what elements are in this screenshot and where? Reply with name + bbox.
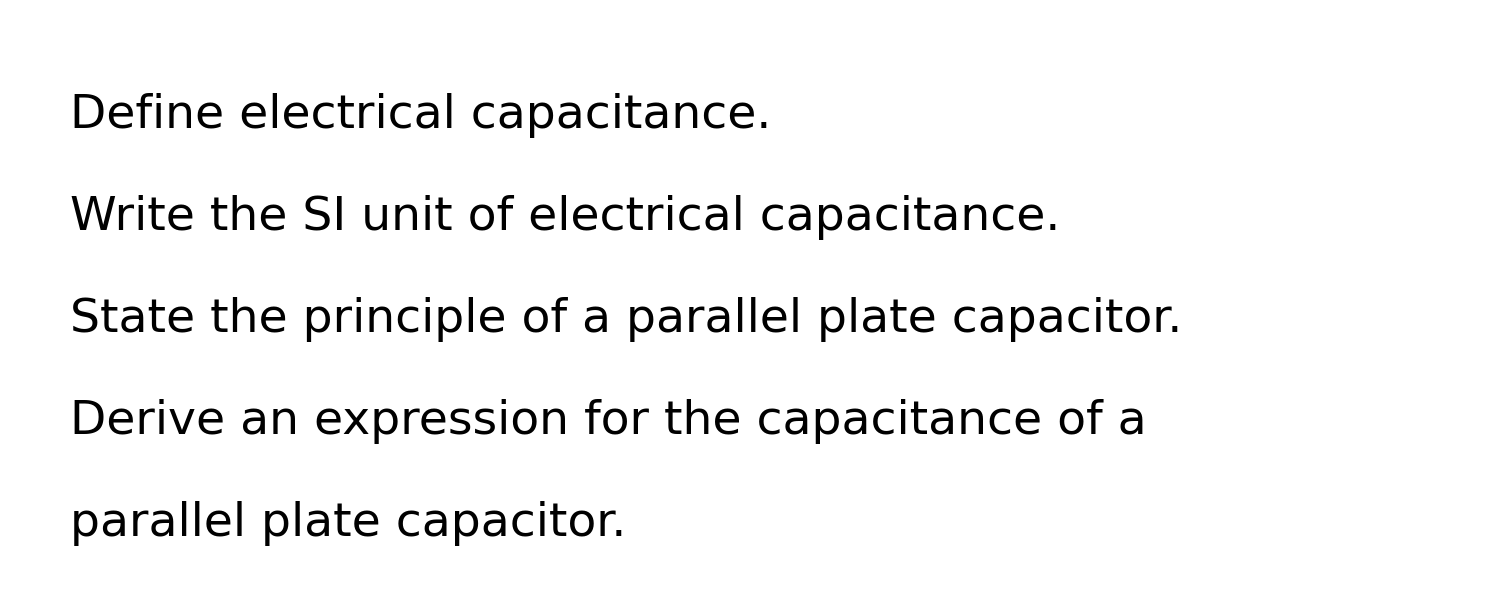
Text: Derive an expression for the capacitance of a: Derive an expression for the capacitance…: [70, 399, 1148, 444]
Text: Write the SI unit of electrical capacitance.: Write the SI unit of electrical capacita…: [70, 195, 1060, 240]
Text: Define electrical capacitance.: Define electrical capacitance.: [70, 93, 772, 138]
Text: parallel plate capacitor.: parallel plate capacitor.: [70, 501, 627, 546]
Text: State the principle of a parallel plate capacitor.: State the principle of a parallel plate …: [70, 297, 1184, 342]
